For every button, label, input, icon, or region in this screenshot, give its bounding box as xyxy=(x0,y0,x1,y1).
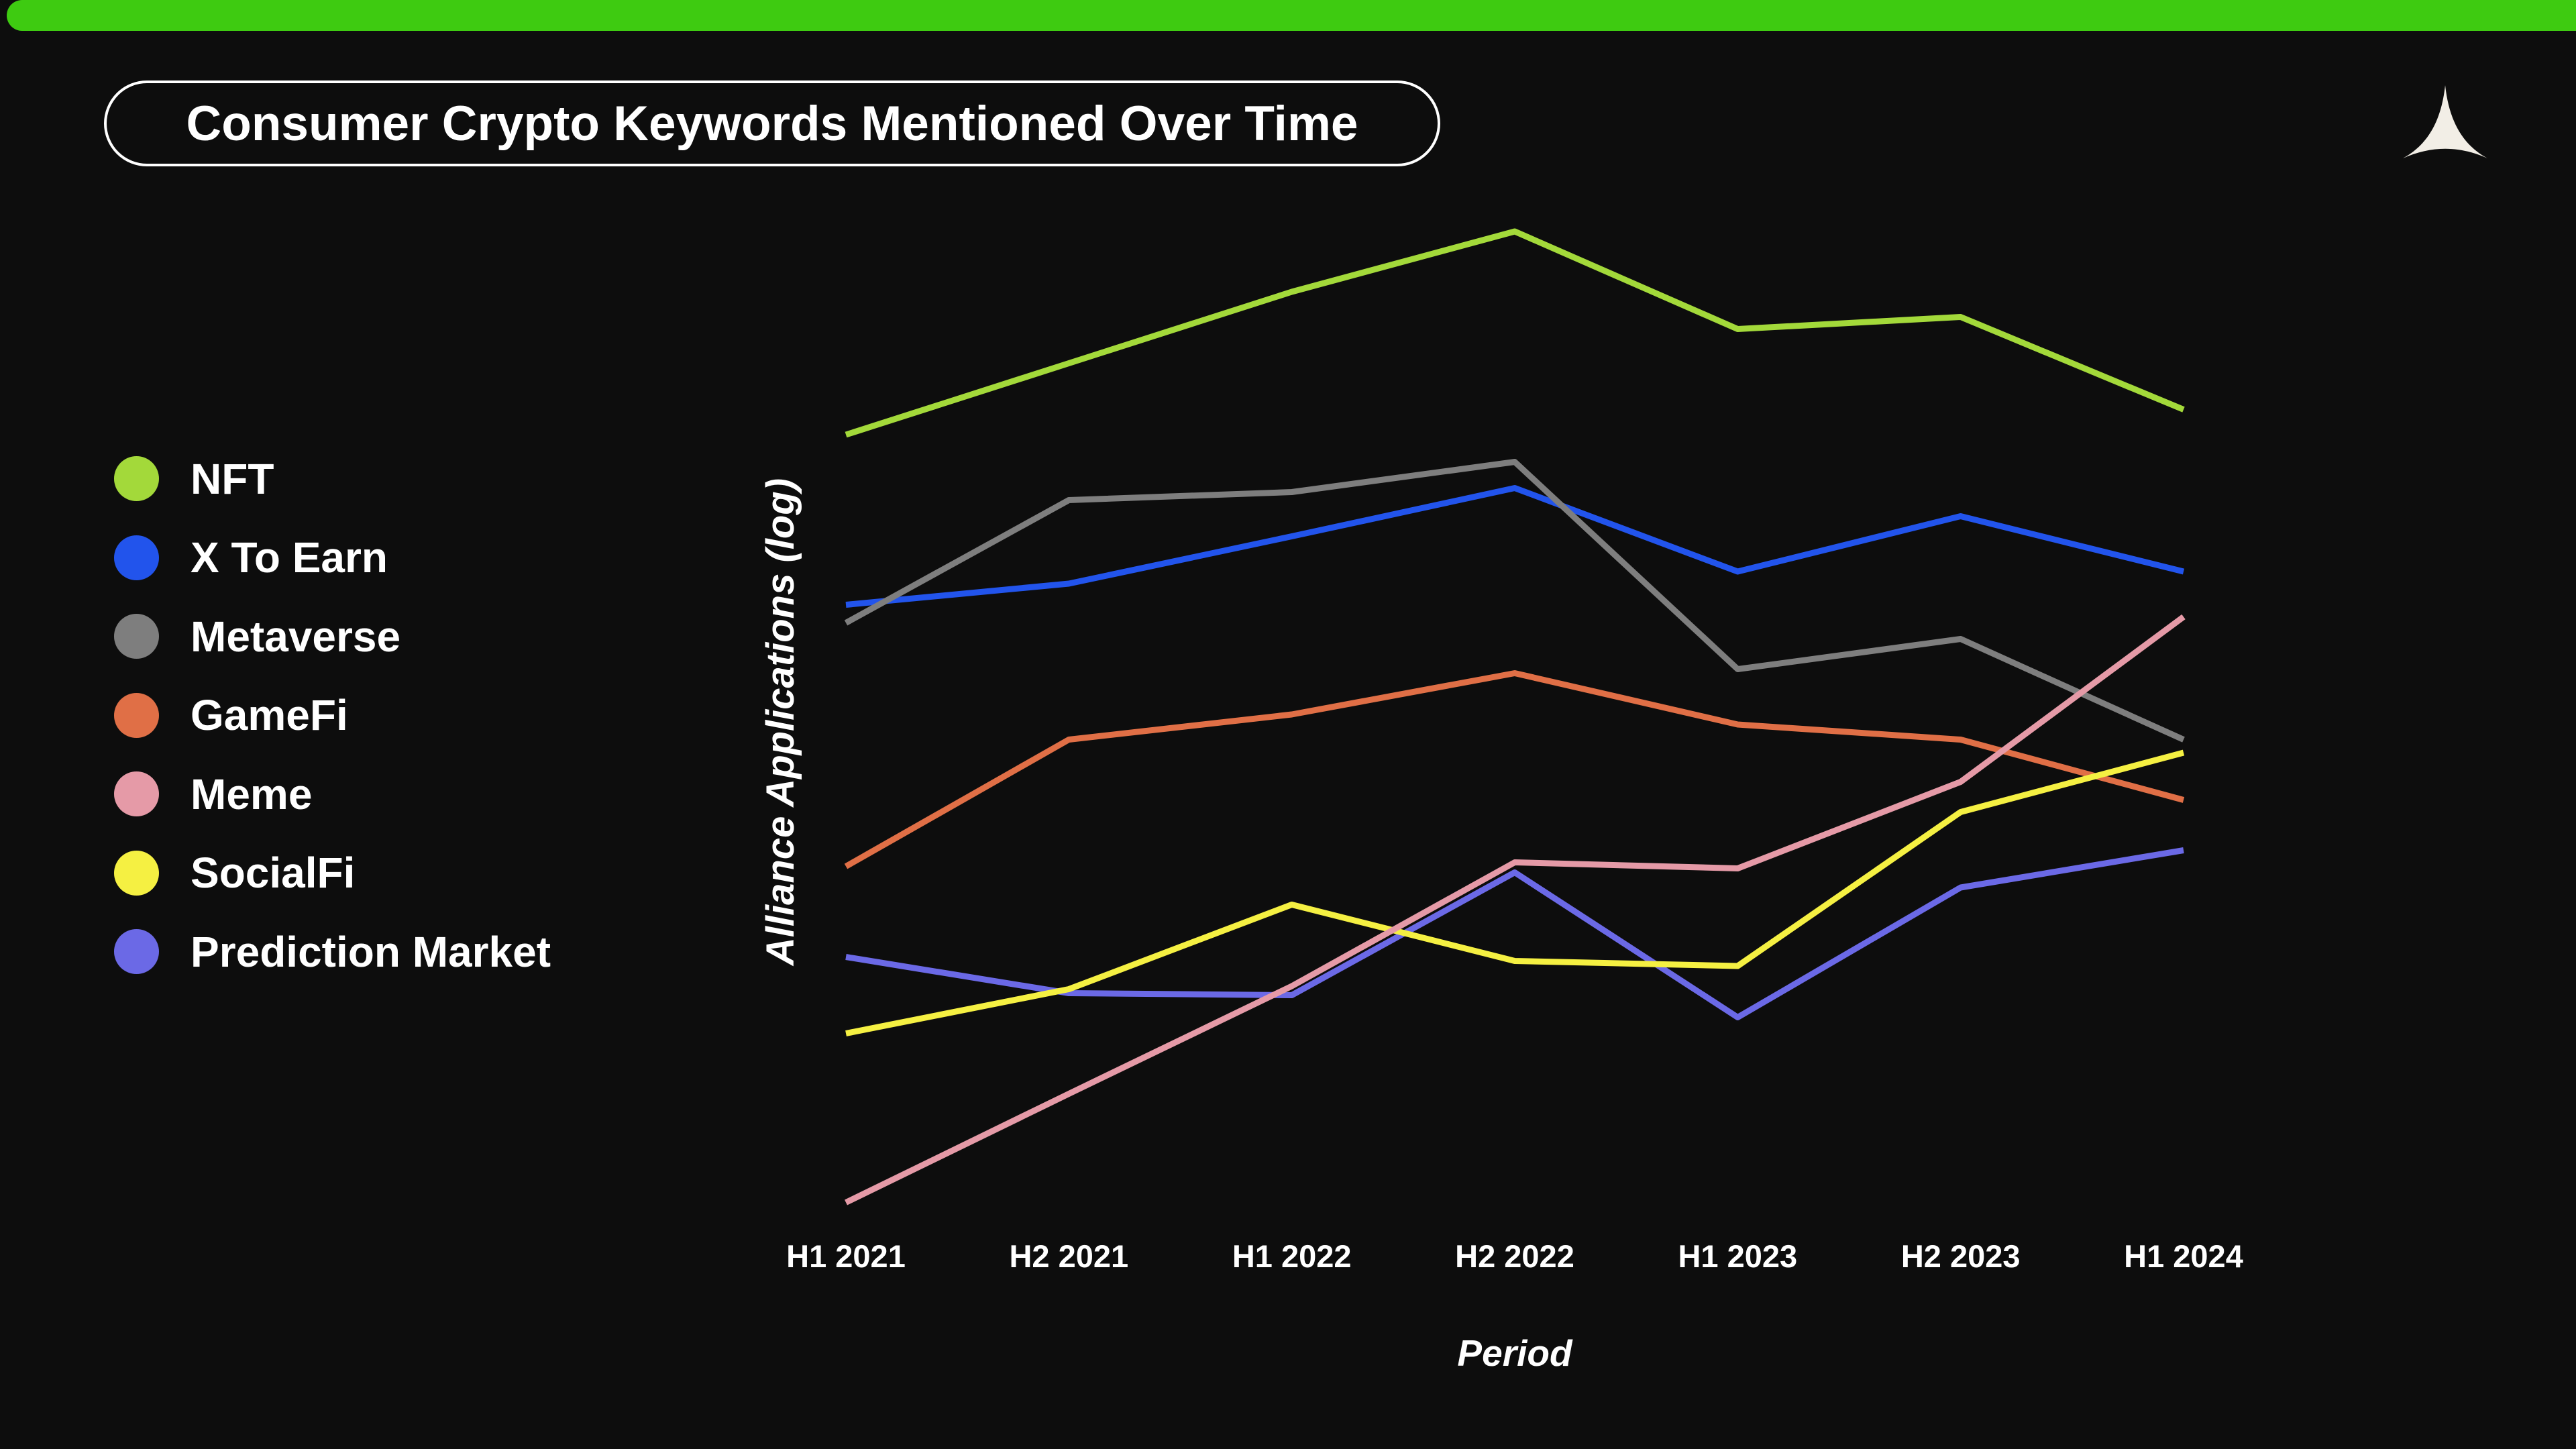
legend-label-meme: Meme xyxy=(191,769,313,818)
series-line-nft xyxy=(845,228,2185,438)
legend-label-nft: NFT xyxy=(191,454,274,503)
x-tick-label: H1 2021 xyxy=(786,1238,906,1274)
x-tick-label: H1 2022 xyxy=(1232,1238,1352,1274)
legend-dot-socialfi xyxy=(114,850,159,896)
legend-item-x-to-earn: X To Earn xyxy=(114,519,551,598)
series-line-meme xyxy=(845,614,2186,1205)
legend-dot-prediction-market xyxy=(114,929,159,975)
x-tick-label: H2 2021 xyxy=(1009,1238,1128,1274)
page-title: Consumer Crypto Keywords Mentioned Over … xyxy=(186,96,1358,151)
alliance-logo xyxy=(2403,85,2487,158)
legend-item-gamefi: GameFi xyxy=(114,676,551,755)
y-axis-title: Alliance Applications (log) xyxy=(759,478,802,966)
legend-dot-meme xyxy=(114,771,159,817)
legend-dot-metaverse xyxy=(114,614,159,659)
x-tick-label: H1 2024 xyxy=(2124,1238,2243,1274)
legend-label-x-to-earn: X To Earn xyxy=(191,533,388,582)
series-line-gamefi xyxy=(844,670,2185,869)
series-line-socialfi xyxy=(845,749,2185,1036)
series-line-prediction-market xyxy=(845,847,2184,1020)
legend-label-gamefi: GameFi xyxy=(191,691,348,740)
alliance-logo-shape xyxy=(2403,85,2487,158)
legend-dot-nft xyxy=(114,456,159,502)
legend-item-prediction-market: Prediction Market xyxy=(114,912,551,991)
x-axis-title: Period xyxy=(1457,1332,1572,1374)
legend-item-nft: NFT xyxy=(114,439,551,519)
top-accent-bar xyxy=(7,0,2576,31)
series-line-x-to-earn xyxy=(845,485,2185,608)
legend-label-prediction-market: Prediction Market xyxy=(191,927,551,976)
x-tick-label: H2 2022 xyxy=(1455,1238,1574,1274)
chart-legend: NFT X To Earn Metaverse GameFi Meme Soci… xyxy=(114,439,551,991)
legend-dot-x-to-earn xyxy=(114,535,159,580)
legend-item-meme: Meme xyxy=(114,755,551,834)
legend-label-socialfi: SocialFi xyxy=(191,849,356,898)
chart-title-pill: Consumer Crypto Keywords Mentioned Over … xyxy=(104,80,1440,166)
legend-label-metaverse: Metaverse xyxy=(191,612,401,661)
legend-item-socialfi: SocialFi xyxy=(114,834,551,913)
series-line-metaverse xyxy=(844,459,2185,743)
x-tick-label: H2 2023 xyxy=(1901,1238,2021,1274)
legend-dot-gamefi xyxy=(114,692,159,738)
legend-item-metaverse: Metaverse xyxy=(114,597,551,676)
x-tick-label: H1 2023 xyxy=(1678,1238,1797,1274)
